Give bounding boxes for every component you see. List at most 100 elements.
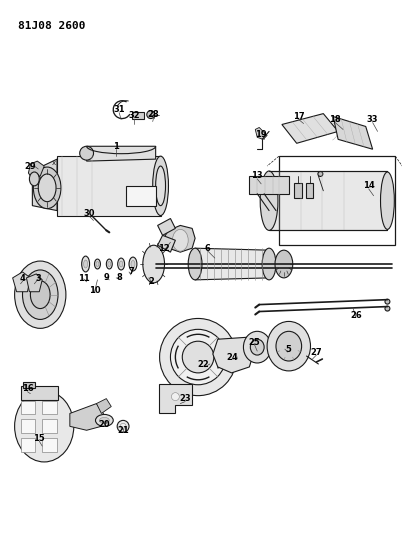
Text: 32: 32 [128, 111, 140, 120]
Ellipse shape [243, 332, 271, 363]
Text: 19: 19 [256, 130, 267, 139]
Ellipse shape [131, 261, 135, 268]
Text: 13: 13 [252, 172, 263, 181]
Bar [42, 419, 57, 433]
Text: 9: 9 [103, 273, 109, 282]
Ellipse shape [30, 281, 50, 309]
Polygon shape [159, 384, 192, 414]
Polygon shape [195, 248, 269, 280]
Ellipse shape [171, 393, 179, 401]
Text: 30: 30 [84, 209, 95, 218]
Bar [21, 438, 35, 452]
Polygon shape [57, 156, 161, 215]
Bar [279, 156, 395, 245]
Ellipse shape [250, 339, 264, 355]
Ellipse shape [153, 156, 168, 215]
Ellipse shape [275, 250, 293, 278]
Text: 24: 24 [227, 352, 239, 361]
Bar [42, 438, 57, 452]
Text: 27: 27 [311, 348, 322, 357]
Text: 7: 7 [128, 268, 134, 277]
Ellipse shape [381, 172, 394, 229]
Ellipse shape [15, 261, 66, 328]
Polygon shape [26, 274, 42, 292]
Ellipse shape [143, 245, 164, 283]
Ellipse shape [38, 174, 56, 201]
Text: 14: 14 [363, 181, 375, 190]
Text: 33: 33 [367, 115, 378, 124]
Ellipse shape [156, 166, 166, 206]
Polygon shape [32, 159, 57, 211]
Ellipse shape [385, 299, 390, 304]
Bar [42, 401, 57, 415]
Ellipse shape [173, 229, 188, 251]
Polygon shape [70, 403, 103, 430]
Text: 16: 16 [21, 384, 33, 393]
Ellipse shape [30, 172, 39, 186]
Text: 4: 4 [19, 274, 26, 284]
Text: 15: 15 [33, 434, 45, 443]
Bar [21, 386, 58, 400]
Ellipse shape [80, 146, 94, 160]
Bar [23, 382, 35, 387]
Bar [21, 419, 35, 433]
Text: 6: 6 [205, 244, 211, 253]
Ellipse shape [23, 270, 58, 319]
Bar [132, 111, 144, 118]
Polygon shape [158, 219, 175, 236]
Text: 17: 17 [293, 112, 305, 121]
Ellipse shape [118, 258, 125, 270]
Ellipse shape [318, 172, 323, 176]
Text: 8: 8 [116, 273, 122, 282]
Text: 25: 25 [248, 338, 260, 346]
Text: 22: 22 [197, 360, 209, 369]
Polygon shape [164, 225, 195, 252]
Ellipse shape [100, 417, 109, 423]
Text: 11: 11 [78, 274, 90, 284]
Ellipse shape [94, 259, 100, 269]
Ellipse shape [96, 262, 99, 266]
Text: 28: 28 [148, 110, 160, 119]
Text: 10: 10 [89, 286, 100, 295]
Ellipse shape [84, 260, 87, 268]
Text: x: x [52, 160, 56, 166]
Ellipse shape [117, 421, 129, 432]
Ellipse shape [120, 423, 126, 429]
Polygon shape [269, 171, 388, 230]
Polygon shape [28, 161, 44, 179]
Polygon shape [158, 236, 175, 252]
Ellipse shape [96, 415, 113, 426]
Ellipse shape [15, 391, 74, 462]
Ellipse shape [276, 332, 302, 361]
Polygon shape [96, 399, 111, 414]
Ellipse shape [260, 171, 278, 230]
Text: 1: 1 [113, 142, 119, 151]
Ellipse shape [129, 257, 137, 271]
Ellipse shape [171, 329, 226, 385]
Ellipse shape [107, 259, 112, 269]
Ellipse shape [160, 318, 237, 395]
Ellipse shape [108, 262, 111, 266]
Text: 2: 2 [149, 277, 155, 286]
Text: 23: 23 [179, 394, 191, 403]
Text: 21: 21 [117, 426, 129, 435]
Polygon shape [255, 127, 267, 139]
Text: 20: 20 [98, 420, 110, 429]
Bar [21, 401, 35, 415]
Ellipse shape [267, 321, 311, 371]
Text: 12: 12 [158, 244, 169, 253]
Ellipse shape [82, 256, 90, 272]
Polygon shape [213, 337, 254, 373]
Bar [305, 183, 313, 198]
Polygon shape [13, 272, 30, 292]
Text: 5: 5 [285, 345, 291, 353]
Bar [249, 176, 289, 194]
Ellipse shape [182, 341, 214, 373]
Bar [294, 183, 302, 198]
Polygon shape [333, 117, 373, 149]
Ellipse shape [262, 248, 276, 280]
Ellipse shape [119, 261, 123, 267]
Text: 3: 3 [35, 274, 41, 284]
Bar [126, 186, 156, 206]
Text: 81J08 2600: 81J08 2600 [17, 21, 85, 30]
